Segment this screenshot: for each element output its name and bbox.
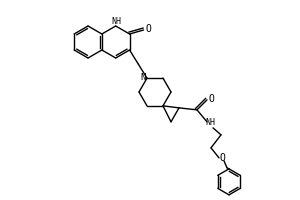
Text: NH: NH: [205, 118, 215, 127]
Text: O: O: [208, 94, 214, 104]
Text: O: O: [146, 24, 152, 34]
Text: O: O: [219, 153, 225, 163]
Text: N: N: [140, 73, 146, 82]
Text: NH: NH: [112, 18, 122, 26]
